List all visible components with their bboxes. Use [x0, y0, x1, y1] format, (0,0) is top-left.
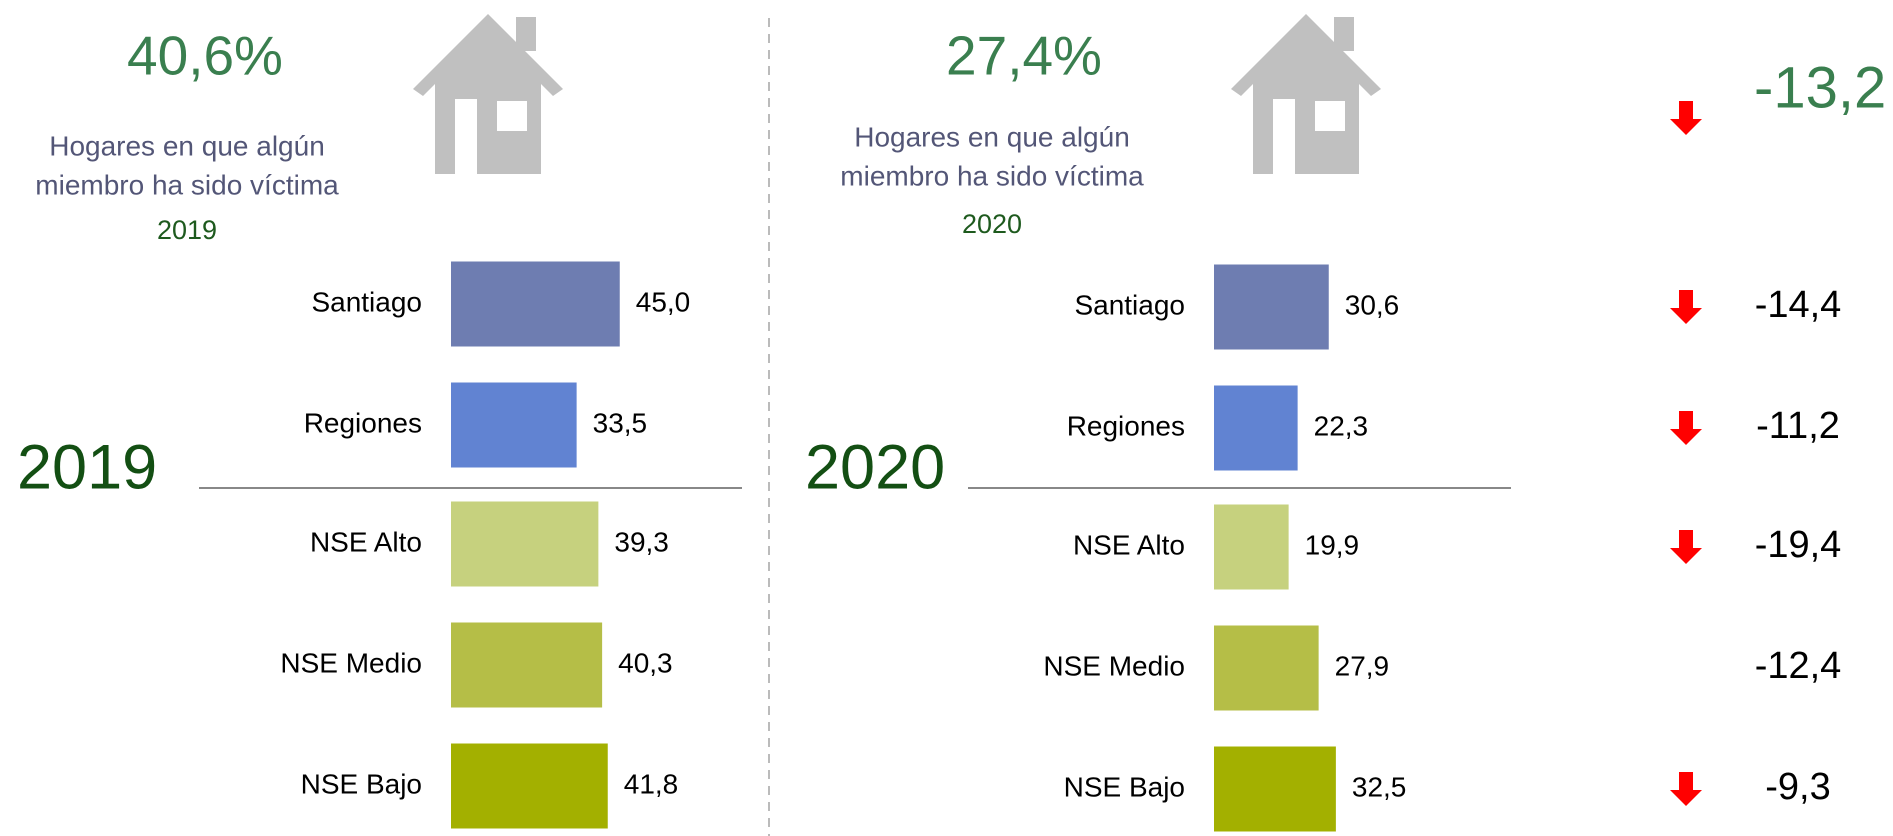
headline: 27,4% — [946, 25, 1102, 87]
value-label: 41,8 — [624, 768, 679, 799]
change-label: -14,4 — [1755, 284, 1842, 326]
bar — [451, 261, 620, 347]
year-title: 2019 — [17, 433, 157, 503]
subtitle: Hogares en que algún — [854, 121, 1130, 152]
bar — [1214, 504, 1289, 590]
category-label: Regiones — [304, 407, 422, 438]
bar — [1214, 625, 1319, 711]
value-label: 33,5 — [593, 407, 648, 438]
house-chimney — [516, 17, 536, 51]
subtitle-year: 2020 — [962, 209, 1022, 239]
subtitle: miembro ha sido víctima — [35, 169, 339, 200]
headline: 40,6% — [127, 25, 283, 87]
bar — [451, 743, 608, 829]
house-icon — [413, 14, 563, 174]
house-window — [1315, 101, 1345, 131]
subtitle: Hogares en que algún — [49, 130, 325, 161]
bar — [1214, 746, 1336, 832]
category-label: Santiago — [311, 286, 422, 317]
bar — [451, 622, 603, 708]
change-label: -13,2 — [1754, 55, 1886, 120]
bar — [451, 501, 599, 587]
value-label: 27,9 — [1335, 650, 1390, 681]
value-label: 30,6 — [1345, 289, 1400, 320]
subtitle-year: 2019 — [157, 215, 217, 245]
category-label: NSE Bajo — [1064, 771, 1185, 802]
bar — [1214, 385, 1298, 471]
down-arrow — [1670, 411, 1702, 445]
category-label: NSE Alto — [310, 526, 422, 557]
category-label: NSE Medio — [280, 647, 422, 678]
down-arrow — [1670, 101, 1702, 135]
category-label: NSE Alto — [1073, 529, 1185, 560]
value-label: 32,5 — [1352, 771, 1407, 802]
year-title: 2020 — [805, 433, 945, 503]
house-door — [455, 99, 477, 174]
category-label: NSE Bajo — [301, 768, 422, 799]
change-label: -12,4 — [1755, 645, 1842, 687]
house-chimney — [1334, 17, 1354, 51]
category-label: Regiones — [1067, 410, 1185, 441]
house-door — [1273, 99, 1295, 174]
down-arrow — [1670, 772, 1702, 806]
category-label: NSE Medio — [1043, 650, 1185, 681]
house-icon — [1231, 14, 1381, 174]
value-label: 22,3 — [1314, 410, 1369, 441]
change-label: -19,4 — [1755, 524, 1842, 566]
change-label: -11,2 — [1756, 405, 1840, 447]
bar — [1214, 264, 1329, 350]
value-label: 40,3 — [618, 647, 673, 678]
subtitle: miembro ha sido víctima — [840, 160, 1144, 191]
value-label: 45,0 — [636, 286, 691, 317]
house-window — [497, 101, 527, 131]
category-label: Santiago — [1074, 289, 1185, 320]
down-arrow — [1670, 290, 1702, 324]
bar — [451, 382, 577, 468]
value-label: 19,9 — [1305, 529, 1360, 560]
down-arrow — [1670, 530, 1702, 564]
value-label: 39,3 — [614, 526, 669, 557]
change-label: -9,3 — [1765, 766, 1830, 808]
